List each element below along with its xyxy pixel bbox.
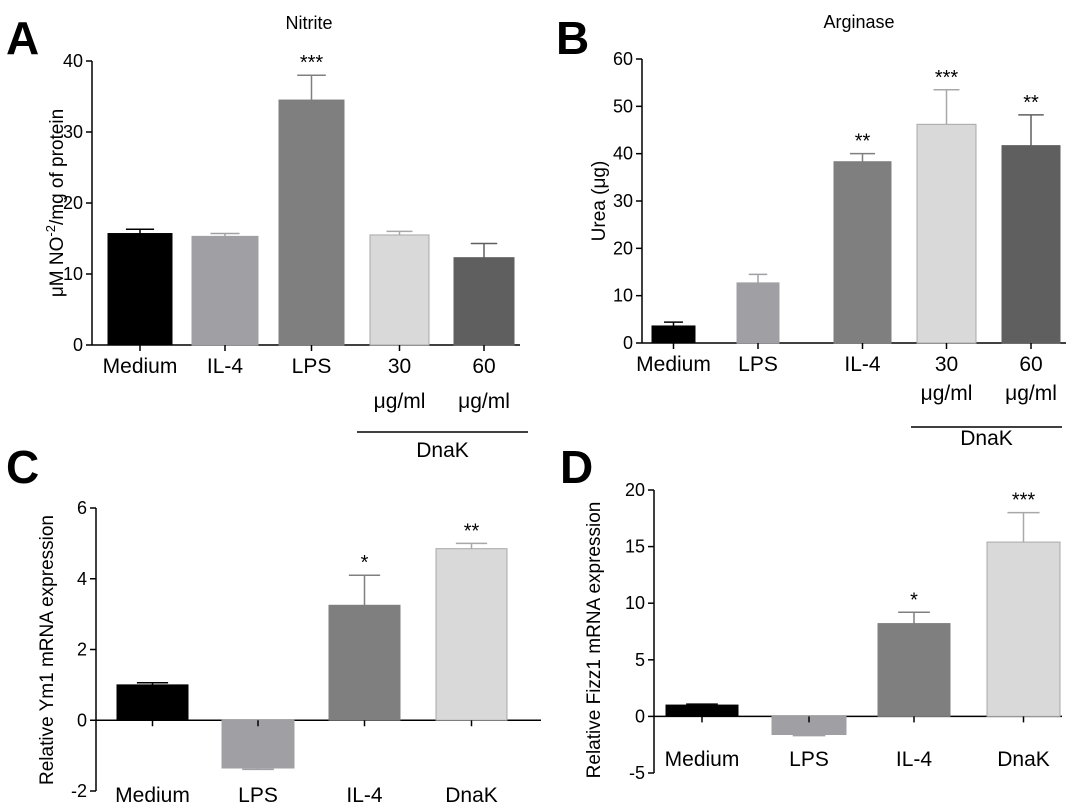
y-tick-label-b: 10 — [613, 286, 633, 306]
plot-panel-c: -2 0 2 4 6 Medium LPS * IL-4 ** DnaK — [71, 498, 541, 807]
y-tick-label-c: 2 — [77, 640, 87, 660]
category-label-b: LPS — [738, 353, 778, 376]
bar-d — [665, 704, 739, 717]
category-label-c: DnaK — [445, 784, 498, 807]
category-label-a: μg/ml — [374, 390, 426, 413]
bar-a — [107, 233, 173, 346]
y-tick-label-b: 30 — [613, 191, 633, 211]
category-label-d: IL-4 — [896, 748, 933, 771]
y-tick-label-c: 0 — [77, 710, 87, 730]
panel-letter-b: B — [556, 12, 589, 64]
y-tick-label-b: 20 — [613, 238, 633, 258]
significance-label-b: ** — [855, 131, 871, 153]
category-label-b: 30 — [935, 353, 958, 376]
bar-b — [651, 325, 696, 344]
bar-b — [833, 161, 892, 344]
y-tick-label-a: 30 — [63, 122, 83, 142]
y-tick-label-d: 15 — [625, 537, 645, 557]
y-tick-label-d: 20 — [625, 480, 645, 500]
bar-c — [435, 548, 508, 721]
category-label-a: Medium — [103, 355, 178, 378]
bar-c — [116, 684, 189, 721]
bar-c — [221, 719, 295, 769]
bar-b — [1001, 145, 1061, 344]
y-tick-label-a: 10 — [63, 264, 83, 284]
plot-panel-b: 0 10 20 30 40 50 60 Medium LPS ** IL-4 *** 30 μg/ml **… — [613, 49, 1066, 450]
category-label-b: μg/ml — [1005, 382, 1057, 405]
y-tick-label-b: 60 — [613, 49, 633, 69]
y-tick-label-b: 0 — [623, 333, 633, 353]
bar-b — [736, 282, 780, 344]
bar-c — [328, 604, 401, 721]
y-axis-label-c: Relative Ym1 mRNA expression — [37, 515, 58, 785]
y-tick-label-b: 50 — [613, 96, 633, 116]
y-axis-label-a-main: μM NO — [47, 237, 68, 298]
y-axis-label-d: Relative Fizz1 mRNA expression — [584, 502, 605, 779]
category-label-c: LPS — [238, 784, 278, 807]
panel-letter-a: A — [6, 12, 39, 64]
y-tick-label-a: 20 — [63, 193, 83, 213]
y-tick-label-d: 5 — [635, 650, 645, 670]
y-tick-label-d: -5 — [629, 763, 645, 783]
category-label-d: LPS — [789, 748, 829, 771]
y-tick-label-a: 0 — [73, 335, 83, 355]
significance-label-d: * — [910, 589, 918, 611]
category-label-b: Medium — [636, 353, 711, 376]
bar-a — [278, 99, 345, 346]
bar-a — [369, 234, 430, 346]
category-label-a: μg/ml — [458, 390, 510, 413]
category-label-c: Medium — [115, 784, 190, 807]
y-axis-label-a: μM NO-2/mg of protein — [43, 109, 68, 297]
panel-letter-d: D — [560, 441, 593, 493]
y-axis-label-a-superscript: -2 — [43, 225, 58, 237]
significance-label-c: ** — [464, 520, 480, 542]
significance-label-b: *** — [935, 67, 959, 89]
bar-d — [986, 541, 1061, 717]
chart-title-a: Nitrite — [285, 13, 332, 33]
category-label-b: IL-4 — [844, 353, 881, 376]
group-label-b: DnaK — [960, 427, 1013, 450]
category-label-c: IL-4 — [346, 784, 383, 807]
panel-letter-c: C — [6, 441, 39, 493]
significance-label-b: ** — [1023, 92, 1039, 114]
plot-panel-d: -5 0 5 10 15 20 Medium LPS * IL-4 *** DnaK — [625, 480, 1062, 783]
y-tick-label-a: 40 — [63, 51, 83, 71]
y-tick-label-d: 10 — [625, 593, 645, 613]
group-label-a: DnaK — [416, 439, 469, 462]
category-label-d: DnaK — [997, 748, 1050, 771]
y-tick-label-c: 4 — [77, 569, 87, 589]
bar-d — [877, 623, 951, 717]
chart-title-b: Arginase — [823, 12, 894, 32]
significance-label-d: *** — [1012, 490, 1036, 512]
category-label-b: μg/ml — [921, 382, 973, 405]
category-label-a: IL-4 — [207, 355, 244, 378]
significance-label-a: *** — [300, 52, 324, 74]
y-tick-label-b: 40 — [613, 144, 633, 164]
bar-a — [453, 257, 515, 346]
bar-b — [916, 123, 977, 344]
bar-a — [191, 235, 259, 346]
y-axis-label-b: Urea (μg) — [589, 161, 610, 242]
category-label-d: Medium — [665, 748, 740, 771]
y-axis-label-a-tail: /mg of protein — [47, 109, 68, 225]
category-label-a: 60 — [472, 355, 495, 378]
category-label-a: LPS — [292, 355, 332, 378]
category-label-b: 60 — [1019, 353, 1042, 376]
significance-label-c: * — [361, 552, 369, 574]
y-tick-label-d: 0 — [635, 706, 645, 726]
y-tick-label-c: -2 — [71, 781, 87, 801]
y-tick-label-c: 6 — [77, 498, 87, 518]
plot-panel-a: 0 10 20 30 40 Medium IL-4 *** LPS 30 μg/ml 60 μg/ml D… — [63, 51, 528, 462]
category-label-a: 30 — [388, 355, 411, 378]
